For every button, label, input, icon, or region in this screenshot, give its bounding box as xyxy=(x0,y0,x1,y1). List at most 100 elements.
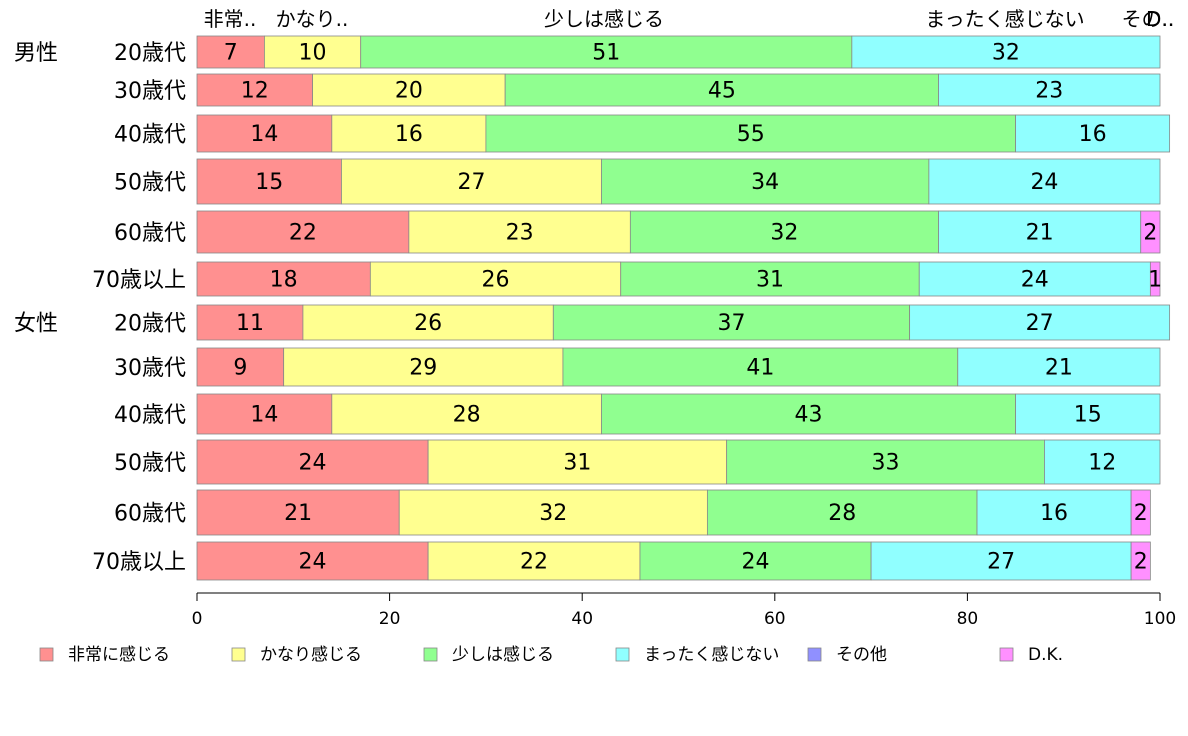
bar-segment xyxy=(918,261,1151,297)
data-label: 16 xyxy=(1040,501,1068,526)
data-label: 2 xyxy=(1134,501,1148,526)
legend-label: かなり感じる xyxy=(260,645,362,665)
bar-segment xyxy=(196,210,410,254)
bar-segment xyxy=(726,439,1045,485)
bar-segment xyxy=(196,261,371,297)
category-label: 20歳代 xyxy=(114,41,186,66)
data-label: 32 xyxy=(992,41,1020,66)
bar-segment xyxy=(870,541,1132,581)
bar-segment xyxy=(629,210,939,254)
data-label: 14 xyxy=(250,403,278,428)
x-tick-label: 20 xyxy=(379,609,401,629)
bar-segment xyxy=(196,158,342,205)
data-label: 27 xyxy=(987,550,1015,575)
data-label: 27 xyxy=(457,170,485,195)
data-label: 34 xyxy=(751,170,779,195)
bar-segment xyxy=(264,35,362,69)
legend-label: D.K. xyxy=(1028,645,1063,665)
category-label: 50歳代 xyxy=(114,171,186,196)
category-label: 40歳代 xyxy=(114,403,186,428)
data-label: 24 xyxy=(299,550,327,575)
category-label: 60歳代 xyxy=(114,221,186,246)
category-label: 50歳代 xyxy=(114,451,186,476)
legend-swatch xyxy=(999,647,1014,662)
data-label: 2 xyxy=(1134,550,1148,575)
top-series-label: 非常.. xyxy=(204,7,257,31)
legend-label: 少しは感じる xyxy=(452,645,554,665)
bar-segment xyxy=(196,35,265,69)
x-tick-label: 80 xyxy=(957,609,979,629)
bar-segment xyxy=(620,261,920,297)
bar-segment xyxy=(1149,261,1161,297)
x-tick-label: 100 xyxy=(1144,609,1176,629)
data-label: 22 xyxy=(520,550,548,575)
category-label: 20歳代 xyxy=(114,312,186,337)
category-label: 30歳代 xyxy=(114,79,186,104)
bar-segment xyxy=(196,439,429,485)
bar-segment xyxy=(196,489,400,536)
group-label: 男性 xyxy=(14,41,58,66)
data-label: 55 xyxy=(737,122,765,147)
data-label: 37 xyxy=(717,311,745,336)
data-label: 15 xyxy=(255,170,283,195)
bar-segment xyxy=(196,393,333,435)
legend: 非常に感じる かなり感じる 少しは感じる まったく感じない その他 D.K. xyxy=(39,645,1063,665)
data-label: 16 xyxy=(395,122,423,147)
top-series-label: 少しは感じる xyxy=(544,7,664,31)
bar-segment xyxy=(938,73,1161,107)
data-label: 27 xyxy=(1026,311,1054,336)
bar-segment xyxy=(331,114,487,153)
legend-swatch xyxy=(231,647,246,662)
data-label: 12 xyxy=(1088,451,1116,476)
data-label: 31 xyxy=(756,268,784,293)
top-series-label: その.. xyxy=(1122,7,1175,31)
data-label: 32 xyxy=(770,221,798,246)
data-label: 24 xyxy=(1021,268,1049,293)
data-label: 11 xyxy=(236,311,264,336)
x-tick-label: 0 xyxy=(192,609,203,629)
data-label: 12 xyxy=(241,79,269,104)
data-label: 24 xyxy=(742,550,770,575)
group-label: 女性 xyxy=(14,312,58,337)
legend-swatch xyxy=(39,647,54,662)
x-tick-label: 40 xyxy=(571,609,593,629)
legend-swatch xyxy=(807,647,822,662)
bar-segment xyxy=(283,347,564,387)
bar-segment xyxy=(562,347,959,387)
bar-segment xyxy=(957,347,1161,387)
bar-segment xyxy=(1130,489,1151,536)
legend-swatch xyxy=(423,647,438,662)
bar-segment xyxy=(427,439,728,485)
row-labels: 20歳代 30歳代 40歳代 50歳代 60歳代 70歳以上 20歳代 30歳代 40歳代 50歳… xyxy=(14,41,186,575)
data-label: 43 xyxy=(795,403,823,428)
bar-segment xyxy=(552,304,911,341)
x-tick-label: 60 xyxy=(764,609,786,629)
data-label: 7 xyxy=(224,41,238,66)
x-axis: 0 20 40 60 80 100 xyxy=(192,592,1176,629)
bar-segment xyxy=(601,158,930,205)
bar-segment xyxy=(1130,541,1151,581)
top-series-label: かなり.. xyxy=(276,7,349,31)
data-label: 22 xyxy=(289,221,317,246)
category-label: 70歳以上 xyxy=(92,268,186,293)
data-label: 29 xyxy=(409,356,437,381)
top-series-label: まったく感じない xyxy=(925,7,1084,31)
bar-segment xyxy=(408,210,631,254)
data-label: 24 xyxy=(299,451,327,476)
legend-label: その他 xyxy=(836,645,887,665)
data-label: 32 xyxy=(539,501,567,526)
bar-segment xyxy=(1044,439,1161,485)
bar-segment xyxy=(485,114,1016,153)
bar-segment xyxy=(909,304,1171,341)
top-series-labels: 非常.. かなり.. 少しは感じる まったく感じない その..D.. xyxy=(204,7,1175,31)
data-label: 31 xyxy=(563,451,591,476)
data-label: 9 xyxy=(233,356,247,381)
data-label: 18 xyxy=(270,268,298,293)
legend-label: 非常に感じる xyxy=(68,645,170,665)
legend-label: まったく感じない xyxy=(644,645,779,665)
data-label: 10 xyxy=(299,41,327,66)
bar-segment xyxy=(706,489,978,536)
bar-segment xyxy=(360,35,853,69)
